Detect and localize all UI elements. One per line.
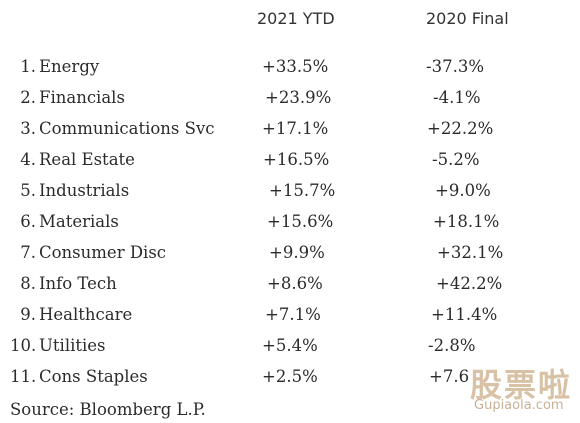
ytd-cell: +15.6%	[267, 212, 334, 231]
table-row: 2. Financials +23.9% -4.1%	[0, 87, 580, 118]
rank-cell: 3.	[20, 119, 36, 138]
rank-cell: 10.	[10, 336, 37, 355]
ytd-cell: +8.6%	[267, 274, 323, 293]
rank-cell: 8.	[20, 274, 36, 293]
final-cell: -37.3%	[426, 57, 484, 76]
ytd-cell: +16.5%	[263, 150, 330, 169]
watermark-site-text: Gupiaola.com	[474, 398, 564, 413]
final-cell: +7.6	[429, 367, 470, 386]
sector-cell: Financials	[39, 88, 125, 107]
table-row: 5. Industrials +15.7% +9.0%	[0, 180, 580, 211]
ytd-cell: +15.7%	[269, 181, 336, 200]
rank-cell: 2.	[20, 88, 36, 107]
source-note: Source: Bloomberg L.P.	[10, 400, 206, 419]
column-header-2021-ytd: 2021 YTD	[257, 9, 335, 28]
final-cell: +18.1%	[433, 212, 500, 231]
sector-cell: Energy	[39, 57, 100, 76]
table-row: 10. Utilities +5.4% -2.8%	[0, 335, 580, 366]
ytd-cell: +33.5%	[262, 57, 329, 76]
table-row: 7. Consumer Disc +9.9% +32.1%	[0, 242, 580, 273]
rank-cell: 7.	[20, 243, 36, 262]
final-cell: +9.0%	[435, 181, 491, 200]
rank-cell: 1.	[20, 57, 36, 76]
sector-cell: Cons Staples	[39, 367, 148, 386]
sector-cell: Real Estate	[39, 150, 135, 169]
rank-cell: 4.	[20, 150, 36, 169]
final-cell: -4.1%	[433, 88, 481, 107]
watermark-logo: 股票啦 Gupiaola.com	[470, 360, 580, 423]
sector-cell: Consumer Disc	[39, 243, 167, 262]
column-header-2020-final: 2020 Final	[426, 9, 509, 28]
sector-cell: Communications Svc	[39, 119, 215, 138]
table-row: 3. Communications Svc +17.1% +22.2%	[0, 118, 580, 149]
ytd-cell: +17.1%	[262, 119, 329, 138]
rank-cell: 9.	[20, 305, 36, 324]
ytd-cell: +2.5%	[262, 367, 318, 386]
ytd-cell: +9.9%	[269, 243, 325, 262]
table-row: 9. Healthcare +7.1% +11.4%	[0, 304, 580, 335]
final-cell: +42.2%	[436, 274, 503, 293]
final-cell: +11.4%	[431, 305, 498, 324]
final-cell: -5.2%	[432, 150, 480, 169]
sector-cell: Info Tech	[39, 274, 117, 293]
table-row: 11. Cons Staples +2.5% +7.6	[0, 366, 580, 397]
sector-cell: Utilities	[39, 336, 106, 355]
sector-cell: Industrials	[39, 181, 130, 200]
ytd-cell: +7.1%	[265, 305, 321, 324]
table-row: 1. Energy +33.5% -37.3%	[0, 56, 580, 87]
sector-cell: Healthcare	[39, 305, 133, 324]
ytd-cell: +5.4%	[262, 336, 318, 355]
table-row: 4. Real Estate +16.5% -5.2%	[0, 149, 580, 180]
final-cell: +22.2%	[427, 119, 494, 138]
rank-cell: 5.	[20, 181, 36, 200]
final-cell: -2.8%	[428, 336, 476, 355]
ytd-cell: +23.9%	[265, 88, 332, 107]
rank-cell: 11.	[10, 367, 37, 386]
watermark-main-text: 股票啦	[470, 366, 573, 404]
sector-cell: Materials	[39, 212, 119, 231]
rank-cell: 6.	[20, 212, 36, 231]
table-row: 6. Materials +15.6% +18.1%	[0, 211, 580, 242]
table-row: 8. Info Tech +8.6% +42.2%	[0, 273, 580, 304]
final-cell: +32.1%	[437, 243, 504, 262]
